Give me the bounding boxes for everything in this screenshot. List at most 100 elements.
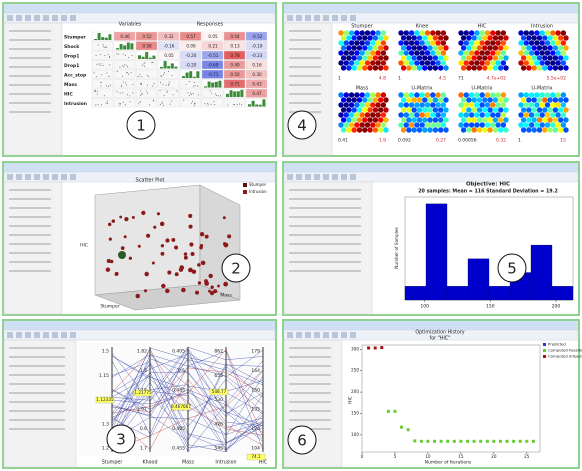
map-cell (550, 122, 556, 128)
legend-label: Predicted (548, 342, 566, 347)
map-cell (400, 117, 407, 123)
map-cell (398, 122, 404, 128)
map-cell (542, 65, 548, 71)
map-cell (555, 112, 561, 118)
cell-dot (167, 71, 169, 73)
map-cell (495, 40, 501, 46)
map-cell (438, 35, 444, 41)
map-cell (340, 35, 347, 41)
map-cell (484, 50, 491, 56)
tick-label: 0.405 (172, 349, 185, 355)
tick-label: 1.01 (137, 407, 147, 413)
scatter-point (160, 251, 165, 256)
map-cell (359, 40, 365, 46)
row-label: Stumper (64, 34, 87, 40)
map-cell (518, 50, 524, 56)
map-cell (458, 112, 464, 118)
map-cell (487, 107, 493, 113)
row-label: Mass (64, 82, 77, 88)
map-cell (503, 65, 509, 71)
map-cell (340, 107, 347, 113)
cell-dot (141, 93, 143, 95)
map-cell (463, 112, 469, 118)
panel-number: 3 (116, 431, 126, 449)
map-cell (424, 40, 431, 46)
map-cell (476, 107, 483, 113)
cell-dot (140, 95, 142, 97)
scatter-point (213, 289, 218, 294)
map-cell (487, 117, 493, 123)
cell-dot (116, 71, 118, 73)
value-cell (245, 50, 268, 60)
map-cell (419, 50, 425, 56)
value-cell (135, 41, 158, 51)
map-cell (367, 55, 373, 61)
map-cell (490, 30, 496, 36)
cell-bar (163, 61, 167, 69)
map-cell (351, 117, 357, 123)
map-cell (348, 50, 355, 56)
map-cell (523, 30, 529, 36)
cell-value: 0.09 (186, 43, 196, 48)
cell-dot (100, 81, 102, 83)
map-cell (424, 92, 431, 98)
cell-dot (214, 93, 216, 95)
value-cell (179, 50, 202, 60)
highlight-box (246, 453, 266, 461)
map-cell (479, 92, 485, 98)
map-cell (531, 107, 537, 113)
map-cell (487, 97, 493, 103)
cell-dot (236, 103, 238, 105)
map-cell (479, 112, 485, 118)
tick-label: 0.455 (172, 446, 185, 452)
tick-label: 1.2 (102, 446, 109, 452)
scatter-cell (179, 98, 202, 108)
scatter-point (159, 221, 165, 227)
map-cell (403, 112, 409, 118)
map-cell (403, 92, 409, 98)
map-cell (558, 107, 564, 113)
map-cell (466, 65, 472, 71)
map-cell (552, 127, 559, 133)
map-cell (411, 45, 417, 51)
map-cell (500, 30, 507, 36)
cell-dot (103, 95, 105, 97)
cell-bar (248, 104, 251, 107)
map-cell (482, 65, 488, 71)
cell-dot (189, 92, 191, 94)
title-bar (4, 321, 275, 330)
cell-bar (148, 57, 152, 59)
map-cell (542, 107, 548, 113)
scatter-point (174, 245, 179, 250)
sidebar (3, 22, 63, 156)
map-cell (403, 30, 409, 36)
toolbar (283, 171, 579, 183)
map-cell (359, 92, 365, 98)
map-cell (563, 55, 569, 61)
cell-dot (140, 84, 142, 86)
map-cell (372, 127, 379, 133)
data-point (419, 439, 423, 443)
map-cell (351, 45, 357, 51)
map-cell (520, 55, 527, 61)
map-cell (534, 92, 540, 98)
map-cell (427, 65, 433, 71)
map-cell (419, 60, 425, 66)
map-cell (383, 65, 389, 71)
scatter-point (199, 232, 205, 237)
map-cell (482, 45, 488, 51)
map-cell (534, 50, 540, 56)
map-cell (526, 45, 532, 51)
legend-label: Stumper (249, 182, 267, 187)
map-cell (484, 60, 491, 66)
data-point (531, 439, 535, 443)
map-cell (372, 117, 379, 123)
scatter-point (189, 242, 194, 247)
scatter-cell (113, 88, 136, 98)
cell-dot (194, 103, 196, 105)
map-cell (380, 40, 387, 46)
map-cell (487, 127, 493, 133)
map-cell (351, 35, 357, 41)
cell-dot (122, 81, 124, 83)
